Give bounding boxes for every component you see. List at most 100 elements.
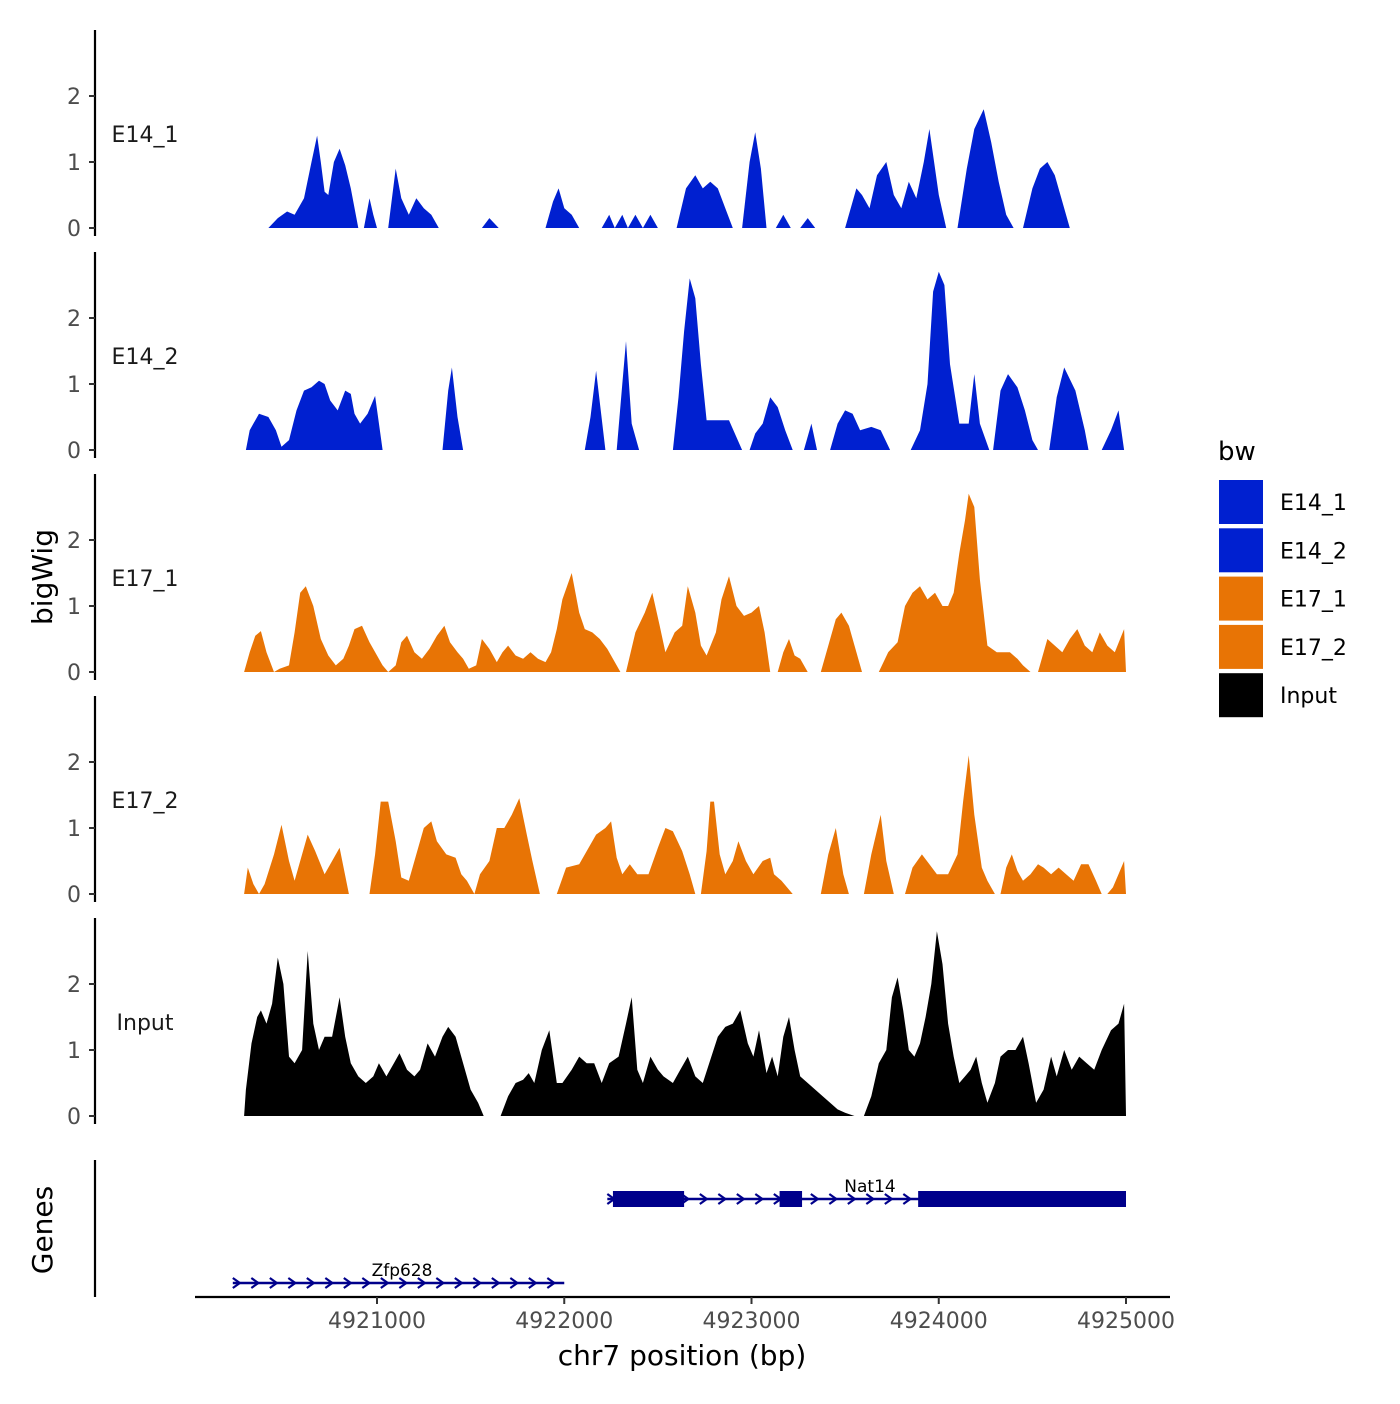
strand-arrow (902, 1193, 913, 1205)
y-tick-label: 2 (67, 751, 81, 776)
signal-area-e14_1-4 (545, 188, 580, 228)
signal-area-e17_2-5 (863, 814, 894, 894)
track-e14-1: 0 1 2 E14_1 (67, 30, 1070, 242)
legend-title: bw (1218, 437, 1256, 467)
track-e14-2: 0 1 2 E14_2 (67, 252, 1125, 464)
signal-area-input-1 (500, 997, 855, 1116)
strand-arrow (361, 1277, 372, 1289)
signal-area-e17_2-1 (369, 798, 540, 894)
signal-area-e14_2-0 (245, 380, 383, 450)
strand-arrow (435, 1277, 446, 1289)
signal-area-e14_2-10 (1049, 367, 1089, 450)
signal-area-e17_1-2 (777, 639, 808, 672)
signal-area-e14_2-11 (1101, 410, 1125, 450)
legend-label: Input (1280, 684, 1337, 709)
y-axis-label: bigWig (26, 529, 59, 625)
signal-area-e14_1-12 (1023, 162, 1070, 228)
x-axis-label: chr7 position (bp) (558, 1339, 807, 1372)
signal-area-input-0 (244, 951, 484, 1116)
y-tick-label: 1 (67, 595, 81, 620)
signal-area-e14_2-8 (910, 271, 990, 450)
strand-arrow (398, 1277, 409, 1289)
signal-area-e14_1-7 (742, 132, 767, 228)
signal-area-e17_2-4 (820, 828, 849, 894)
strand-arrow (232, 1277, 242, 1289)
track-label: E14_1 (112, 123, 179, 148)
y-tick-label: 2 (67, 307, 81, 332)
strand-arrow (306, 1277, 316, 1289)
signal-area-e17_1-5 (1038, 629, 1126, 672)
x-tick-label: 4924000 (890, 1309, 988, 1334)
signal-area-e14_1-6 (676, 175, 733, 228)
strand-arrow (472, 1277, 483, 1289)
signal-area-e14_2-1 (442, 367, 464, 450)
signal-area-e14_2-6 (803, 423, 817, 450)
exon (779, 1191, 803, 1207)
y-tick-label: 0 (67, 883, 81, 908)
signal-area-e14_1-3 (481, 218, 499, 228)
strand-arrow (491, 1277, 501, 1289)
signal-area-e14_1-5 (601, 214, 658, 228)
strand-arrow (343, 1277, 353, 1289)
signal-area-e14_1-2 (388, 168, 439, 228)
gene-track: Zfp628 Nat14 (93, 1160, 1126, 1297)
signal-area-e17_2-0 (244, 824, 349, 894)
y-tick-label: 0 (67, 1105, 81, 1130)
strand-arrow (699, 1193, 709, 1205)
track-e17-2: 0 1 2 E17_2 (67, 696, 1126, 908)
signal-area-e14_2-2 (584, 370, 606, 450)
legend-swatch (1219, 624, 1263, 669)
gene-zfp628: Zfp628 (232, 1261, 565, 1289)
x-axis: 4921000 4922000 4923000 4924000 4925000 (195, 1295, 1175, 1334)
strand-arrow (528, 1277, 538, 1289)
track-input: 0 1 2 Input (67, 918, 1126, 1130)
signal-area-e14_1-9 (800, 218, 816, 228)
exon (918, 1191, 1126, 1207)
x-tick-label: 4923000 (703, 1309, 801, 1334)
legend: bw E14_1 E14_2 E17_1 E17_2 Input (1218, 437, 1347, 718)
y-tick-label: 0 (67, 439, 81, 464)
signal-area-e17_2-3 (700, 801, 793, 894)
strand-arrow (736, 1193, 746, 1205)
y-tick-label: 0 (67, 217, 81, 242)
signal-area-e17_1-3 (820, 612, 862, 672)
strand-arrow (828, 1193, 839, 1205)
y-tick-label: 1 (67, 1039, 81, 1064)
signal-area-e14_1-10 (845, 129, 947, 228)
legend-label: E17_2 (1280, 636, 1347, 661)
signal-area-e17_2-6 (905, 755, 995, 894)
signal-area-e14_2-9 (993, 374, 1038, 450)
legend-swatch (1219, 528, 1263, 573)
strand-arrow (380, 1277, 390, 1289)
strand-arrow (717, 1193, 728, 1205)
signal-area-e14_2-7 (830, 410, 891, 450)
gene-name-label: Nat14 (844, 1177, 895, 1197)
y-tick-label: 1 (67, 373, 81, 398)
signal-area-e17_1-0 (244, 573, 621, 672)
strand-arrow (754, 1193, 765, 1205)
legend-label: E14_2 (1280, 539, 1347, 564)
signal-area-e14_1-0 (268, 135, 359, 228)
y-tick-label: 1 (67, 151, 81, 176)
strand-arrow (847, 1193, 857, 1205)
track-e17-1: 0 1 2 E17_1 (67, 474, 1126, 686)
track-label: E17_1 (112, 567, 179, 592)
x-tick-label: 4921000 (328, 1309, 426, 1334)
strand-arrow (865, 1193, 876, 1205)
legend-swatch (1219, 480, 1263, 524)
legend-label: E17_1 (1280, 588, 1347, 613)
strand-arrow (269, 1277, 279, 1289)
signal-area-input-2 (863, 931, 1126, 1116)
legend-label: E14_1 (1280, 491, 1347, 516)
strand-arrow (546, 1277, 557, 1289)
track-label: Input (117, 1011, 174, 1036)
signal-area-e14_2-4 (672, 278, 743, 450)
legend-swatch (1219, 673, 1263, 718)
track-label: E14_2 (112, 345, 179, 370)
signal-area-e14_2-5 (749, 397, 793, 450)
strand-arrow (287, 1277, 298, 1289)
signal-area-e14_2-3 (616, 341, 640, 450)
x-tick-label: 4922000 (515, 1309, 613, 1334)
